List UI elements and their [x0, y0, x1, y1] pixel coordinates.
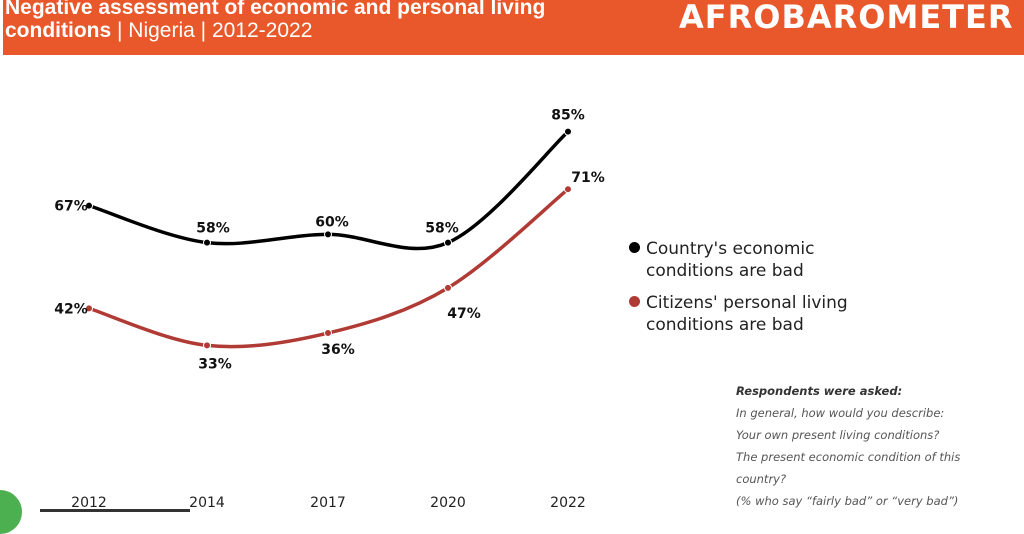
data-point [444, 238, 452, 247]
data-point [203, 341, 211, 350]
legend-label: conditions are bad [646, 261, 804, 281]
note-line: (% who say “fairly bad” or “very bad”) [736, 494, 959, 508]
data-label: 33% [198, 356, 232, 372]
data-point [564, 127, 572, 136]
data-point [85, 304, 93, 313]
data-label: 58% [425, 221, 459, 237]
afrobarometer-logo: AFROBAROMETER [679, 0, 1014, 36]
data-point [324, 329, 332, 338]
data-label: 85% [551, 108, 585, 124]
data-point [203, 238, 211, 247]
data-label: 67% [54, 199, 88, 215]
x-tick-label: 2022 [550, 495, 586, 511]
bottom-bar [40, 509, 190, 512]
legend-item-economic: Country's economic conditions are bad [629, 238, 815, 282]
data-point [324, 230, 332, 239]
legend-marker [629, 296, 640, 307]
x-tick-label: 2014 [189, 495, 225, 511]
legend-marker [629, 242, 640, 253]
legend-label: Country's economic [646, 239, 815, 259]
line-chart: 2012 2014 2017 2020 2022 67% 58% 60% 58% 85% 42% 33… [54, 108, 605, 511]
title-subtitle: | Nigeria | 2012-2022 [111, 19, 313, 42]
series-line [88, 187, 570, 349]
data-label: 42% [54, 301, 88, 317]
question-note: Respondents were asked: In general, how … [736, 380, 1016, 512]
data-label: 36% [321, 342, 355, 358]
x-tick-label: 2012 [71, 495, 107, 511]
note-line: The present economic condition of this [736, 450, 961, 464]
x-tick-label: 2017 [310, 495, 346, 511]
chart-title: Negative assessment of economic and pers… [5, 0, 545, 42]
note-line: country? [736, 472, 787, 486]
data-label: 71% [571, 170, 605, 186]
note-line: Your own present living conditions? [736, 428, 940, 442]
data-point [564, 185, 572, 194]
note-heading: Respondents were asked: [736, 384, 903, 398]
legend-item-personal: Citizens' personal living conditions are … [629, 292, 848, 336]
data-label: 58% [196, 221, 230, 237]
legend-label: conditions are bad [646, 315, 804, 335]
note-line: In general, how would you describe: [736, 406, 945, 420]
data-label: 47% [447, 306, 481, 322]
data-point [85, 201, 93, 210]
title-line-1: Negative assessment of economic and pers… [5, 0, 546, 19]
header-banner: Negative assessment of economic and pers… [3, 0, 1024, 55]
legend-label: Citizens' personal living [646, 293, 848, 313]
data-label: 60% [315, 214, 349, 230]
data-point [444, 283, 452, 292]
x-tick-label: 2020 [430, 495, 466, 511]
title-line-2: conditions [5, 19, 112, 42]
